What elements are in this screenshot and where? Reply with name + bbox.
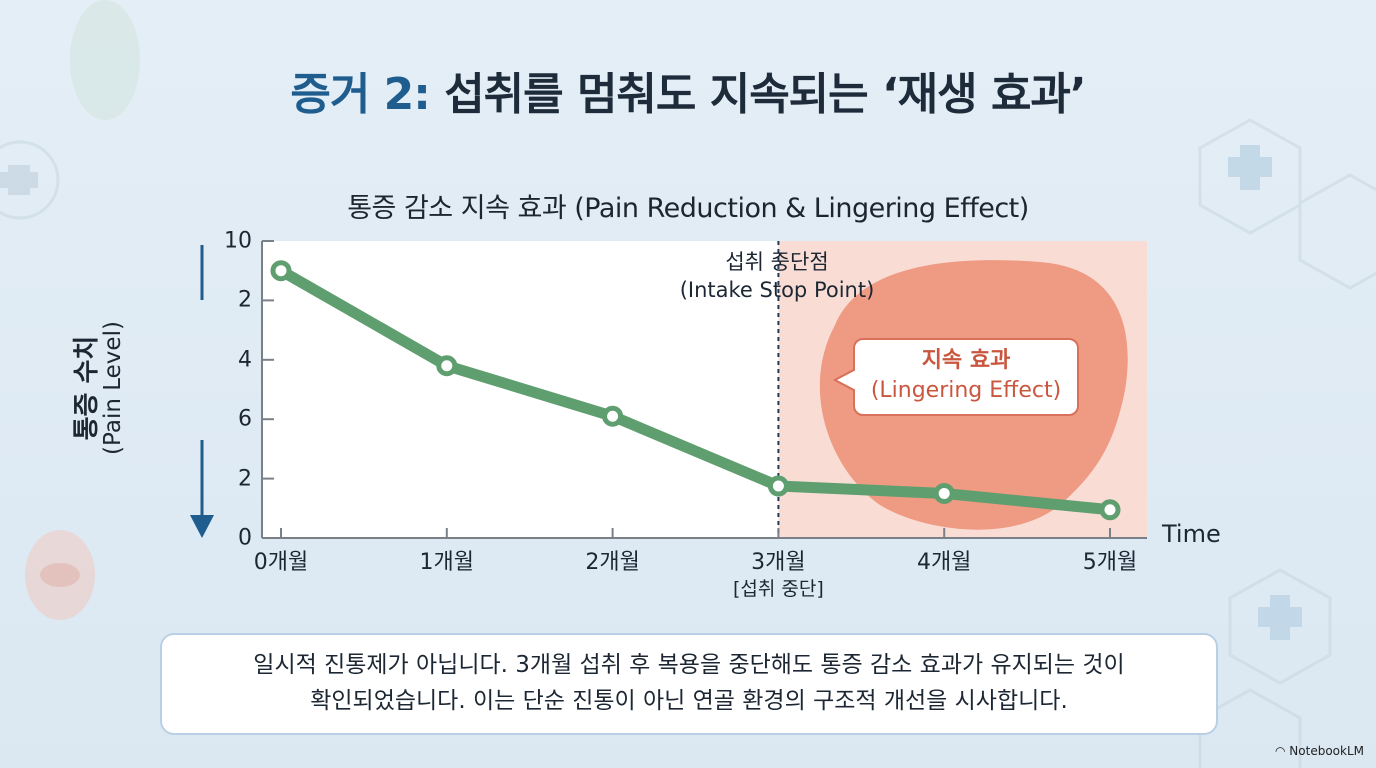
joint-icon <box>70 0 140 120</box>
y-tick-label: 2 <box>238 287 252 313</box>
summary-note: 일시적 진통제가 아닙니다. 3개월 섭취 후 복용을 중단해도 통증 감소 효… <box>160 633 1218 735</box>
y-tick-label: 0 <box>238 525 252 551</box>
x-tick-label: 1개월 <box>420 550 474 576</box>
data-point <box>767 475 789 497</box>
note-line-2: 확인되었습니다. 이는 단순 진통이 아닌 연골 환경의 구조적 개선을 시사합… <box>310 688 1068 714</box>
note-line-1: 일시적 진통제가 아닙니다. 3개월 섭취 후 복용을 중단해도 통증 감소 효… <box>253 652 1125 678</box>
callout-en: (Lingering Effect) <box>870 378 1062 403</box>
down-arrow-icon <box>190 515 214 538</box>
x-tick-text: 2개월 <box>585 550 640 575</box>
y-tick-label: 6 <box>238 406 252 432</box>
x-tick-label: 2개월 <box>585 550 639 576</box>
stop-label-ko: 섭취 중단점 <box>725 250 829 274</box>
y-tick-label: 10 <box>224 228 252 254</box>
y-tick-label: 2 <box>238 466 252 492</box>
x-tick-label: 0개월 <box>254 550 308 576</box>
hexagon-medical-icon <box>1198 118 1302 235</box>
x-axis-label: Time <box>1162 520 1221 548</box>
data-point <box>1099 499 1121 521</box>
data-point <box>436 355 458 377</box>
x-tick-label: 3개월 [섭취 중단] <box>733 550 824 602</box>
y-label-ko: 통증 수치 <box>72 335 102 441</box>
y-label-en: (Pain Level) <box>100 321 126 455</box>
x-tick-text: 5개월 <box>1082 550 1138 575</box>
chart-title: 통증 감소 지속 효과 (Pain Reduction & Lingering … <box>347 193 1029 224</box>
data-point <box>933 482 955 504</box>
x-tick-text: 1개월 <box>419 550 475 575</box>
y-tick-label: 4 <box>238 347 252 373</box>
title-text: 섭취를 멈춰도 지속되는 ‘재생 효과’ <box>429 69 1086 120</box>
x-tick-label: 5개월 <box>1083 550 1137 576</box>
data-point <box>602 405 624 427</box>
x-tick-text: 0개월 <box>253 550 309 575</box>
title-accent: 증거 2: <box>290 69 430 120</box>
data-point <box>270 260 292 282</box>
intake-stop-label: 섭취 중단점 (Intake Stop Point) <box>680 248 875 304</box>
x-tick-label: 4개월 <box>917 550 971 576</box>
slide-title: 증거 2: 섭취를 멈춰도 지속되는 ‘재생 효과’ <box>0 58 1376 122</box>
stop-label-en: (Intake Stop Point) <box>679 278 875 302</box>
y-axis-label: 통증 수치 (Pain Level) <box>72 321 126 455</box>
callout-ko: 지속 효과 <box>921 348 1011 373</box>
x-tick-text: 4개월 <box>916 550 972 575</box>
notebooklm-brand: ◠ NotebookLM <box>1275 744 1364 758</box>
x-tick-text: 3개월 <box>751 550 806 575</box>
lingering-effect-callout: 지속 효과 (Lingering Effect) <box>833 338 1079 416</box>
brand-text: NotebookLM <box>1289 744 1364 758</box>
x-tick-sublabel: [섭취 중단] <box>732 578 824 600</box>
series-line <box>278 265 1111 516</box>
